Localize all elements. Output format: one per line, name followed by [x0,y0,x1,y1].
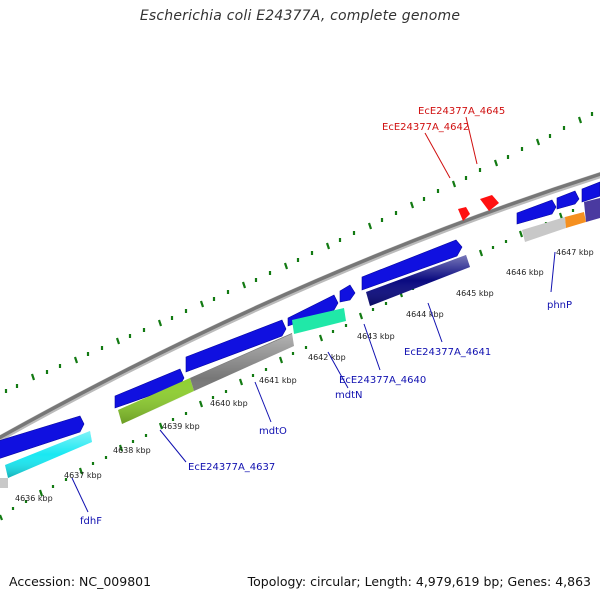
gene-fdhF-forward[interactable] [0,415,85,460]
gene-4648-purple[interactable] [584,198,600,222]
gene-4637-forward[interactable] [114,368,185,409]
gene-label-4640[interactable]: EcE24377A_4640 [339,375,426,386]
gene-mdtO-forward[interactable] [185,319,287,373]
map-title: Escherichia coli E24377A, complete genom… [139,8,461,24]
gene-label-4641[interactable]: EcE24377A_4641 [404,347,491,358]
backbone-ring [0,172,600,440]
kbp-label: 4641 kbp [259,376,297,385]
backbone-ring-shadow [0,172,600,442]
gene-label-mdtN[interactable]: mdtN [335,390,363,401]
accession-text: Accession: NC_009801 [9,574,152,589]
kbp-label: 4637 kbp [64,471,102,480]
gene-4642-red-feature[interactable] [458,207,470,221]
reverse-strand-genes [0,198,600,488]
gene-label-phnP[interactable]: phnP [547,300,572,311]
kbp-label: 4640 kbp [210,399,248,408]
kbp-label: 4646 kbp [506,268,544,277]
gene-4641-forward[interactable] [361,239,463,291]
kbp-label: 4636 kbp [15,494,53,503]
forward-strand-genes [0,181,600,460]
gene-4645-red-feature[interactable] [480,195,499,211]
kbp-label: 4638 kbp [113,446,151,455]
kbp-labels: 4636 kbp 4637 kbp 4638 kbp 4639 kbp 4640… [15,248,594,503]
gene-label-mdtO[interactable]: mdtO [259,426,287,437]
gene-label-fdhF[interactable]: fdhF [80,516,102,527]
gene-4648-forward[interactable] [581,181,600,203]
gene-4647-orange[interactable] [565,212,586,228]
topology-text: Topology: circular; Length: 4,979,619 bp… [247,574,591,589]
kbp-label: 4645 kbp [456,289,494,298]
kbp-label: 4647 kbp [556,248,594,257]
gene-shading [5,255,470,478]
kbp-label: 4644 kbp [406,310,444,319]
gene-labels: fdhF EcE24377A_4637 mdtO mdtN EcE24377A_… [80,106,572,527]
gene-label-leaders [71,116,556,513]
gene-label-4637[interactable]: EcE24377A_4637 [188,462,275,473]
gene-4647-forward[interactable] [556,190,580,210]
gene-phnP-lightgray[interactable] [522,217,566,242]
gene-label-4642[interactable]: EcE24377A_4642 [382,122,469,133]
gene-edge-gray [0,478,8,488]
gene-label-4645[interactable]: EcE24377A_4645 [418,106,505,117]
gene-4640-forward[interactable] [339,284,356,303]
outer-tick-ring [4,112,594,393]
kbp-label: 4642 kbp [308,353,346,362]
gene-mdtN-teal[interactable] [292,308,346,334]
kbp-label: 4643 kbp [357,332,395,341]
kbp-label: 4639 kbp [162,422,200,431]
gene-4646-forward[interactable] [516,199,557,225]
